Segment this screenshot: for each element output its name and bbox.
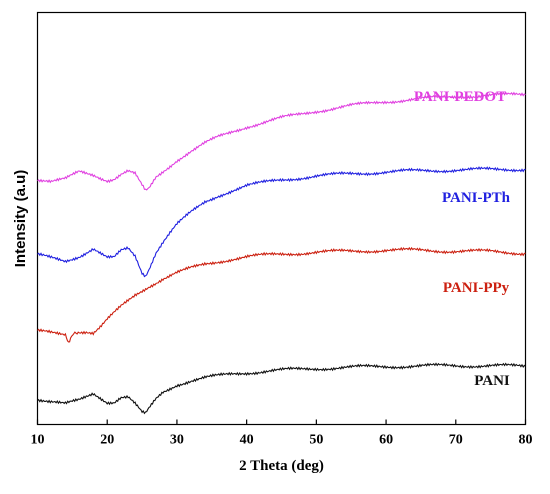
x-tick-label: 10 [31, 433, 45, 448]
series-line-pani [37, 362, 526, 415]
series-label-pani-pth: PANI-PTh [442, 190, 511, 206]
series-layer [37, 91, 526, 415]
x-tick-label: 40 [240, 433, 254, 448]
series-line-pani-pth [37, 166, 526, 278]
series-label-pani: PANI [474, 373, 510, 389]
x-tick-label: 30 [170, 433, 184, 448]
series-label-pani-ppy: PANI-PPy [443, 280, 510, 296]
series-label-layer: PANI-PEDOT PANI-PTh PANI-PPy PANI [414, 89, 511, 389]
x-tick-label: 20 [100, 433, 114, 448]
series-line-pani-ppy [37, 246, 526, 343]
y-axis-title: Intensity (a.u) [12, 170, 29, 268]
series-label-pani-pedot: PANI-PEDOT [414, 89, 506, 105]
series-line-pani-pedot [37, 91, 526, 191]
x-tick-label: 50 [309, 433, 323, 448]
x-axis-title: 2 Theta (deg) [239, 458, 324, 474]
x-tick-label: 70 [449, 433, 463, 448]
plot-frame [36, 11, 527, 426]
x-tick-label: 60 [379, 433, 393, 448]
x-tick-label: 80 [519, 433, 533, 448]
x-axis-ticks: 10 20 30 40 50 60 70 80 [31, 419, 533, 448]
